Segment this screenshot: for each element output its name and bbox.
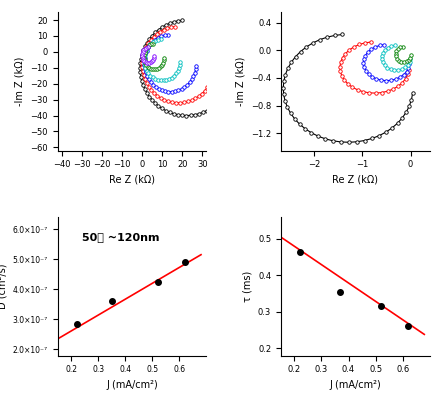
Y-axis label: τ (ms): τ (ms) xyxy=(242,271,253,302)
Text: 50분 ~120nm: 50분 ~120nm xyxy=(82,232,159,242)
Y-axis label: -Im Z (kΩ): -Im Z (kΩ) xyxy=(235,57,245,106)
X-axis label: J (mA/cm²): J (mA/cm²) xyxy=(106,380,158,390)
Y-axis label: -Im Z (kΩ): -Im Z (kΩ) xyxy=(15,57,25,106)
X-axis label: J (mA/cm²): J (mA/cm²) xyxy=(330,380,381,390)
Y-axis label: D (cm²/s): D (cm²/s) xyxy=(0,263,7,309)
X-axis label: Re Z (kΩ): Re Z (kΩ) xyxy=(332,175,378,185)
X-axis label: Re Z (kΩ): Re Z (kΩ) xyxy=(109,175,155,185)
